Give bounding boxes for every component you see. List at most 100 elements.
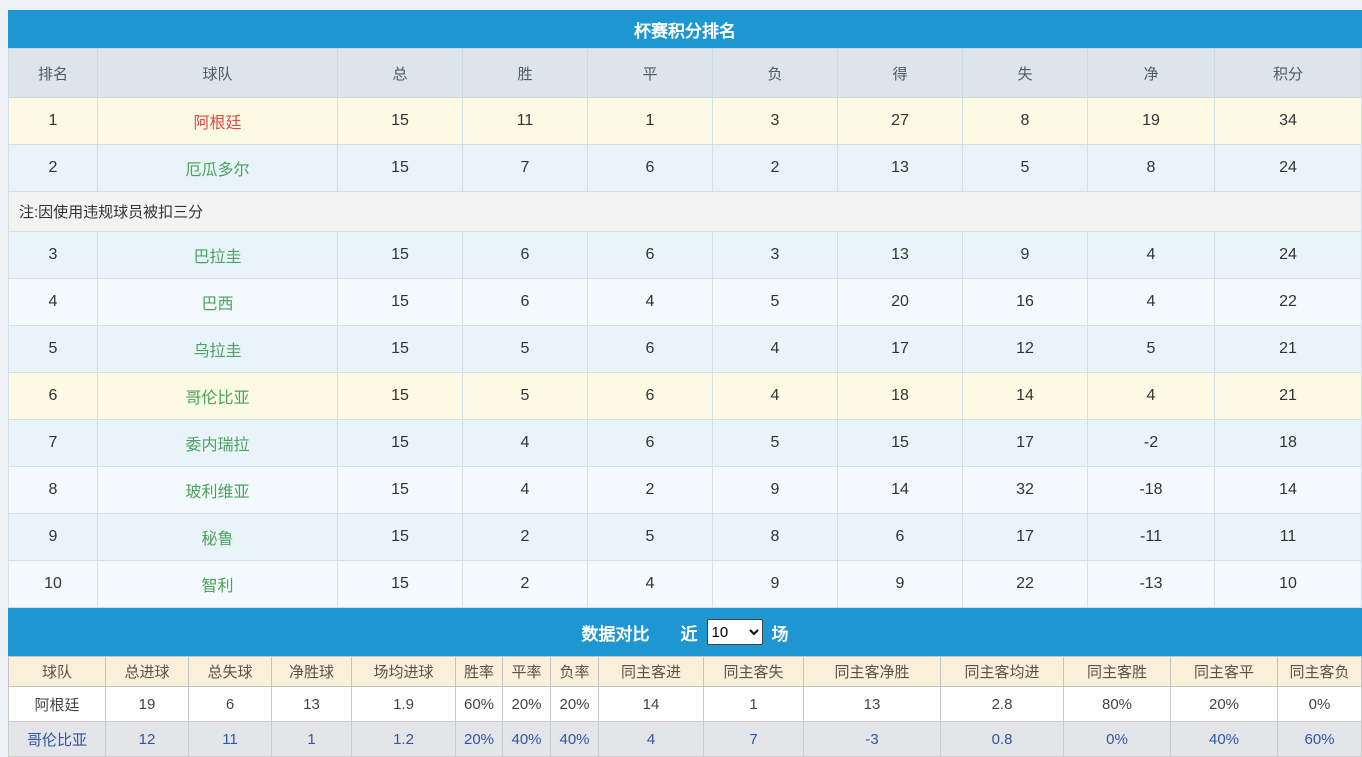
stat-cell: 5	[712, 278, 838, 326]
stat-cell: -13	[1087, 560, 1215, 608]
team-name[interactable]: 哥伦比亚	[97, 372, 338, 420]
table-row: 8 玻利维亚 15 4 2 9 14 32 -18 14	[8, 466, 1362, 514]
comparison-column-header: 胜率	[455, 656, 503, 687]
stat-cell: 6	[587, 419, 713, 467]
stat-cell: 5	[712, 419, 838, 467]
stat-cell: 34	[1214, 97, 1362, 145]
stat-cell: 24	[1214, 231, 1362, 279]
table-row: 2 厄瓜多尔 15 7 6 2 13 5 8 24	[8, 144, 1362, 192]
stat-cell: 19	[1087, 97, 1215, 145]
stat-cell: 6	[587, 325, 713, 373]
stat-cell: 7	[462, 144, 588, 192]
comparison-body: 阿根廷 19 6 13 1.9 60% 20% 20% 14 1 13 2.8 80% 20% 0% 哥伦比亚…	[8, 686, 1362, 757]
table-row: 4 巴西 15 6 4 5 20 16 4 22	[8, 278, 1362, 326]
stat-cell: 17	[962, 419, 1088, 467]
table-row: 9 秘鲁 15 2 5 8 6 17 -11 11	[8, 513, 1362, 561]
comparison-column-header: 负率	[550, 656, 599, 687]
table-row: 3 巴拉圭 15 6 6 3 13 9 4 24	[8, 231, 1362, 279]
comparison-title-bar: 数据对比 近 10 场	[8, 608, 1362, 656]
stat-cell: 20%	[502, 686, 551, 722]
stat-cell: 9	[837, 560, 963, 608]
stat-cell: 0%	[1277, 686, 1362, 722]
stat-cell: 10	[1214, 560, 1362, 608]
table-row: 1 阿根廷 15 11 1 3 27 8 19 34	[8, 97, 1362, 145]
standings-title: 杯赛积分排名	[634, 21, 736, 41]
team-name[interactable]: 智利	[97, 560, 338, 608]
stat-cell: 9	[962, 231, 1088, 279]
stat-cell: 22	[962, 560, 1088, 608]
standings-body: 1 阿根廷 15 11 1 3 27 8 19 34 2 厄瓜多尔 15 7 6 2 13 5 8 24 注:因使用违规…	[8, 97, 1362, 608]
stat-cell: 2	[587, 466, 713, 514]
rank-cell: 4	[8, 278, 98, 326]
stat-cell: 9	[712, 466, 838, 514]
standings-header-row: 排名 球队总胜平负得失净积分	[8, 48, 1362, 98]
stat-cell: 15	[337, 372, 463, 420]
standings-column-header: 球队	[97, 48, 338, 98]
stat-cell: 5	[962, 144, 1088, 192]
stat-cell: 15	[337, 419, 463, 467]
comparison-column-header: 同主客负	[1277, 656, 1362, 687]
table-row: 阿根廷 19 6 13 1.9 60% 20% 20% 14 1 13 2.8 80% 20% 0%	[8, 686, 1362, 722]
team-name[interactable]: 阿根廷	[8, 686, 106, 722]
stat-cell: 4	[587, 278, 713, 326]
standings-column-header: 积分	[1214, 48, 1362, 98]
team-name[interactable]: 巴西	[97, 278, 338, 326]
team-name[interactable]: 委内瑞拉	[97, 419, 338, 467]
stat-cell: 80%	[1063, 686, 1171, 722]
comparison-column-header: 场均进球	[351, 656, 456, 687]
rank-cell: 10	[8, 560, 98, 608]
stat-cell: 9	[712, 560, 838, 608]
stat-cell: 5	[462, 372, 588, 420]
stat-cell: 11	[462, 97, 588, 145]
stat-cell: 17	[962, 513, 1088, 561]
team-name[interactable]: 秘鲁	[97, 513, 338, 561]
rank-cell: 7	[8, 419, 98, 467]
stat-cell: 2.8	[940, 686, 1064, 722]
standings-column-header: 负	[712, 48, 838, 98]
team-name[interactable]: 巴拉圭	[97, 231, 338, 279]
stat-cell: 12	[962, 325, 1088, 373]
stat-cell: 3	[712, 97, 838, 145]
stat-cell: 14	[837, 466, 963, 514]
team-name[interactable]: 厄瓜多尔	[97, 144, 338, 192]
standings-column-header: 总	[337, 48, 463, 98]
matches-label: 场	[771, 624, 789, 644]
comparison-title: 数据对比	[581, 624, 650, 644]
recent-matches-select[interactable]: 10	[706, 619, 763, 645]
stat-cell: 5	[1087, 325, 1215, 373]
stat-cell: 21	[1214, 325, 1362, 373]
stat-cell: 15	[337, 97, 463, 145]
stat-cell: 13	[837, 144, 963, 192]
stat-cell: 27	[837, 97, 963, 145]
comparison-column-header: 同主客失	[703, 656, 804, 687]
table-row: 5 乌拉圭 15 5 6 4 17 12 5 21	[8, 325, 1362, 373]
stat-cell: 6	[188, 686, 272, 722]
stat-cell: 24	[1214, 144, 1362, 192]
stat-cell: 22	[1214, 278, 1362, 326]
stat-cell: 6	[587, 144, 713, 192]
comparison-column-header: 同主客平	[1170, 656, 1278, 687]
team-name[interactable]: 阿根廷	[97, 97, 338, 145]
stat-cell: 32	[962, 466, 1088, 514]
team-name[interactable]: 玻利维亚	[97, 466, 338, 514]
stat-cell: 15	[837, 419, 963, 467]
stat-cell: 13	[271, 686, 352, 722]
stat-cell: 19	[105, 686, 189, 722]
stat-cell: 15	[337, 144, 463, 192]
comparison-column-header: 同主客胜	[1063, 656, 1171, 687]
stat-cell: 15	[337, 560, 463, 608]
comparison-column-header: 总进球	[105, 656, 189, 687]
stat-cell: 6	[587, 231, 713, 279]
stat-cell: 21	[1214, 372, 1362, 420]
table-row: 6 哥伦比亚 15 5 6 4 18 14 4 21	[8, 372, 1362, 420]
stat-cell: -11	[1087, 513, 1215, 561]
stat-cell: 8	[712, 513, 838, 561]
stat-cell: 20	[837, 278, 963, 326]
stat-cell: 11	[1214, 513, 1362, 561]
stat-cell: -2	[1087, 419, 1215, 467]
stat-cell: 18	[1214, 419, 1362, 467]
note-text: 注:因使用违规球员被扣三分	[8, 191, 1362, 232]
stat-cell: 18	[837, 372, 963, 420]
stat-cell: 4	[712, 372, 838, 420]
team-name[interactable]: 乌拉圭	[97, 325, 338, 373]
